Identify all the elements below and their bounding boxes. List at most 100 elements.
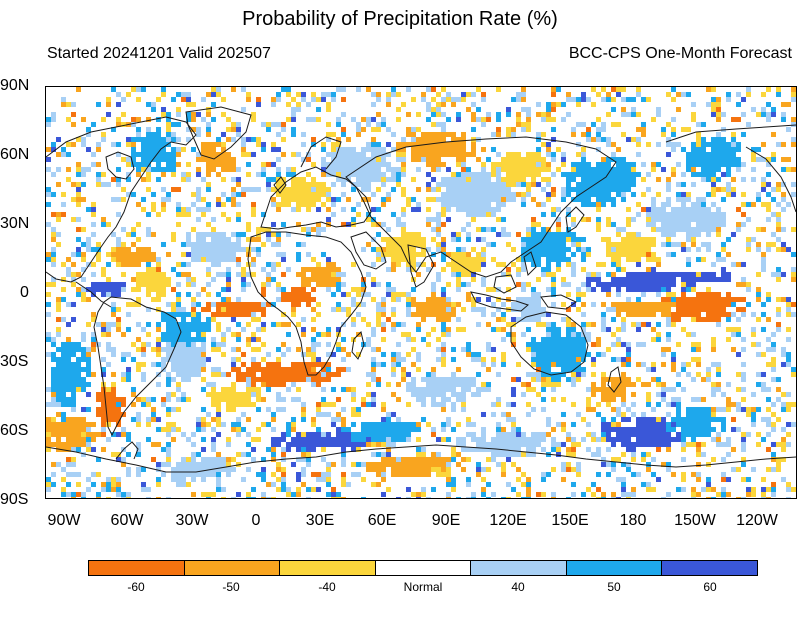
- anomaly-cell: [431, 167, 436, 172]
- anomaly-cell: [211, 317, 216, 322]
- anomaly-cell: [586, 422, 591, 427]
- anomaly-cell: [511, 132, 516, 137]
- anomaly-cell: [536, 442, 541, 447]
- anomaly-cell: [486, 467, 491, 472]
- anomaly-cell: [536, 137, 541, 142]
- anomaly-cell: [651, 267, 656, 272]
- anomaly-cell: [471, 297, 476, 302]
- anomaly-cell: [136, 412, 141, 417]
- anomaly-cell: [76, 87, 81, 92]
- anomaly-cell: [81, 337, 86, 342]
- anomaly-cell: [351, 297, 356, 302]
- coastline-borneo: [493, 274, 517, 294]
- anomaly-cell: [436, 122, 441, 127]
- anomaly-cell: [266, 497, 271, 498]
- anomaly-cell: [406, 497, 411, 498]
- anomaly-cell: [331, 132, 336, 137]
- anomaly-cell: [141, 167, 146, 172]
- anomaly-cell: [281, 287, 286, 292]
- anomaly-cell: [296, 487, 301, 492]
- anomaly-cell: [86, 132, 91, 137]
- anomaly-cell: [656, 162, 661, 167]
- anomaly-cell: [166, 447, 171, 452]
- anomaly-cell: [71, 497, 76, 498]
- anomaly-cell: [666, 322, 671, 327]
- anomaly-cell: [351, 392, 356, 397]
- anomaly-cell: [741, 432, 746, 437]
- anomaly-cell: [781, 347, 786, 352]
- anomaly-cell: [141, 467, 146, 472]
- anomaly-cell: [91, 337, 96, 342]
- anomaly-cell: [696, 477, 701, 482]
- anomaly-cell: [626, 297, 631, 302]
- anomaly-cell: [221, 332, 226, 337]
- anomaly-cell: [116, 142, 121, 147]
- anomaly-cell: [471, 352, 476, 357]
- anomaly-cell: [221, 352, 226, 357]
- anomaly-cell: [756, 157, 761, 162]
- anomaly-cell: [396, 357, 401, 362]
- anomaly-cell: [716, 492, 721, 497]
- anomaly-cell: [791, 402, 796, 407]
- anomaly-cell: [146, 437, 151, 442]
- anomaly-cell: [781, 407, 786, 412]
- anomaly-cell: [671, 172, 676, 177]
- anomaly-cell: [586, 272, 591, 277]
- anomaly-cell: [451, 177, 456, 182]
- anomaly-cell: [621, 327, 626, 332]
- anomaly-cell: [776, 227, 781, 232]
- anomaly-cell: [681, 247, 686, 252]
- colorbar: [88, 560, 758, 576]
- anomaly-cell: [91, 232, 96, 237]
- anomaly-cell: [601, 492, 606, 497]
- anomaly-cell: [666, 137, 671, 142]
- anomaly-cell: [501, 352, 506, 357]
- anomaly-cell: [521, 202, 526, 207]
- anomaly-cell: [266, 277, 271, 282]
- anomaly-cell: [256, 247, 261, 252]
- anomaly-cell: [411, 492, 416, 497]
- anomaly-cell: [311, 422, 316, 427]
- anomaly-cell: [776, 212, 781, 217]
- anomaly-cell: [261, 472, 266, 477]
- anomaly-cell: [236, 432, 241, 437]
- anomaly-cell: [581, 217, 586, 222]
- anomaly-cell: [636, 297, 641, 302]
- anomaly-cell: [271, 177, 276, 182]
- anomaly-cell: [456, 367, 461, 372]
- anomaly-cell: [56, 402, 61, 407]
- anomaly-cell: [656, 177, 661, 182]
- anomaly-cell: [776, 307, 781, 312]
- anomaly-cell: [781, 297, 786, 302]
- anomaly-cell: [121, 227, 126, 232]
- anomaly-cell: [411, 287, 416, 292]
- anomaly-cell: [761, 477, 766, 482]
- anomaly-cell: [466, 232, 471, 237]
- anomaly-cell: [541, 142, 546, 147]
- anomaly-cell: [401, 147, 406, 152]
- anomaly-cell: [496, 402, 501, 407]
- anomaly-cell: [56, 302, 61, 307]
- anomaly-cell: [131, 227, 136, 232]
- anomaly-cell: [716, 372, 721, 377]
- anomaly-cell: [61, 212, 66, 217]
- anomaly-cell: [556, 442, 561, 447]
- anomaly-cell: [106, 437, 111, 442]
- anomaly-cell: [636, 362, 641, 367]
- anomaly-cell: [191, 227, 196, 232]
- anomaly-cell: [756, 442, 761, 447]
- anomaly-cell: [386, 292, 391, 297]
- anomaly-cell: [481, 427, 486, 432]
- anomaly-cell: [601, 462, 606, 467]
- anomaly-cell: [656, 447, 661, 452]
- anomaly-cell: [296, 257, 301, 262]
- anomaly-cell: [91, 202, 96, 207]
- anomaly-cell: [401, 172, 406, 177]
- anomaly-cell: [101, 272, 106, 277]
- anomaly-cell: [76, 237, 81, 242]
- anomaly-cell: [701, 452, 706, 457]
- anomaly-cell: [491, 212, 496, 217]
- anomaly-cell: [636, 152, 641, 157]
- anomaly-cell: [201, 257, 206, 262]
- anomaly-cell: [586, 97, 591, 102]
